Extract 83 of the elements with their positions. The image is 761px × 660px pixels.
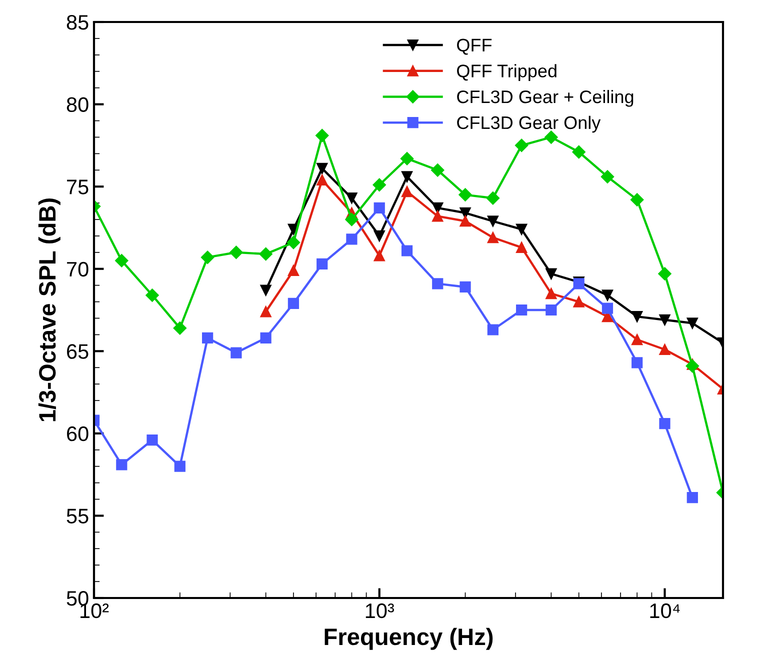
point: [600, 170, 614, 184]
point: [400, 152, 414, 166]
point: [686, 359, 699, 373]
point: [288, 264, 300, 276]
point: [432, 210, 444, 222]
point: [374, 230, 385, 242]
y-tick-label: 85: [66, 15, 88, 30]
point: [544, 130, 558, 144]
point: [486, 192, 500, 205]
point: [630, 193, 644, 206]
point: [516, 304, 528, 316]
point: [659, 418, 670, 430]
point: [632, 357, 643, 368]
point: [432, 278, 444, 290]
point: [516, 224, 528, 235]
point: [316, 128, 329, 142]
point: [659, 314, 670, 326]
y-axis-title: 1/3-Octave SPL (dB): [38, 198, 60, 422]
point: [316, 174, 328, 186]
legend-label: QFF: [457, 38, 492, 55]
point: [174, 460, 186, 472]
point: [487, 232, 498, 244]
point: [659, 344, 670, 356]
point: [372, 178, 386, 192]
point: [686, 318, 698, 329]
point: [316, 258, 328, 270]
point: [230, 246, 243, 259]
point: [345, 212, 358, 226]
point: [346, 192, 358, 204]
point: [316, 162, 328, 174]
point: [230, 347, 242, 358]
legend-label: QFF Tripped: [457, 64, 556, 81]
point: [286, 236, 300, 250]
point: [460, 216, 471, 227]
point: [115, 254, 128, 268]
point: [632, 334, 643, 346]
point: [632, 311, 643, 322]
point: [260, 332, 272, 344]
y-tick-label: 70: [67, 262, 88, 277]
point: [260, 284, 272, 296]
point: [546, 288, 557, 300]
point: [288, 298, 300, 309]
legend-label: CFL3D Gear + Ceiling: [457, 90, 634, 107]
point: [200, 250, 214, 264]
point: [460, 207, 471, 218]
point: [146, 434, 158, 446]
point: [401, 245, 413, 256]
point: [487, 216, 498, 227]
y-tick-label: 65: [67, 344, 88, 359]
point: [487, 324, 498, 336]
point: [173, 322, 186, 335]
point: [546, 268, 557, 280]
legend-label: CFL3D Gear Only: [457, 116, 601, 133]
y-tick-label: 60: [67, 426, 88, 442]
point: [146, 288, 159, 302]
point: [602, 290, 614, 301]
point: [432, 202, 444, 214]
point: [686, 492, 698, 504]
x-tick-label: 10⁴: [650, 603, 680, 618]
x-tick-label: 10³: [366, 603, 394, 618]
point: [260, 306, 272, 318]
y-tick-label: 55: [66, 508, 88, 524]
point: [374, 250, 385, 262]
point: [572, 145, 586, 159]
point: [202, 332, 214, 344]
x-axis-title: Frequency (Hz): [324, 628, 493, 650]
point: [259, 247, 272, 261]
point: [116, 459, 128, 470]
point: [401, 186, 413, 198]
point: [374, 202, 385, 214]
point: [602, 302, 614, 314]
y-tick-label: 75: [67, 180, 88, 194]
y-tick-label: 80: [66, 97, 88, 112]
point: [516, 242, 528, 254]
point: [514, 138, 528, 152]
point: [546, 304, 557, 316]
point: [401, 171, 413, 182]
point: [431, 164, 444, 177]
point: [573, 296, 584, 308]
point: [458, 188, 472, 202]
point: [658, 267, 672, 280]
point: [346, 234, 358, 245]
point: [460, 281, 471, 293]
